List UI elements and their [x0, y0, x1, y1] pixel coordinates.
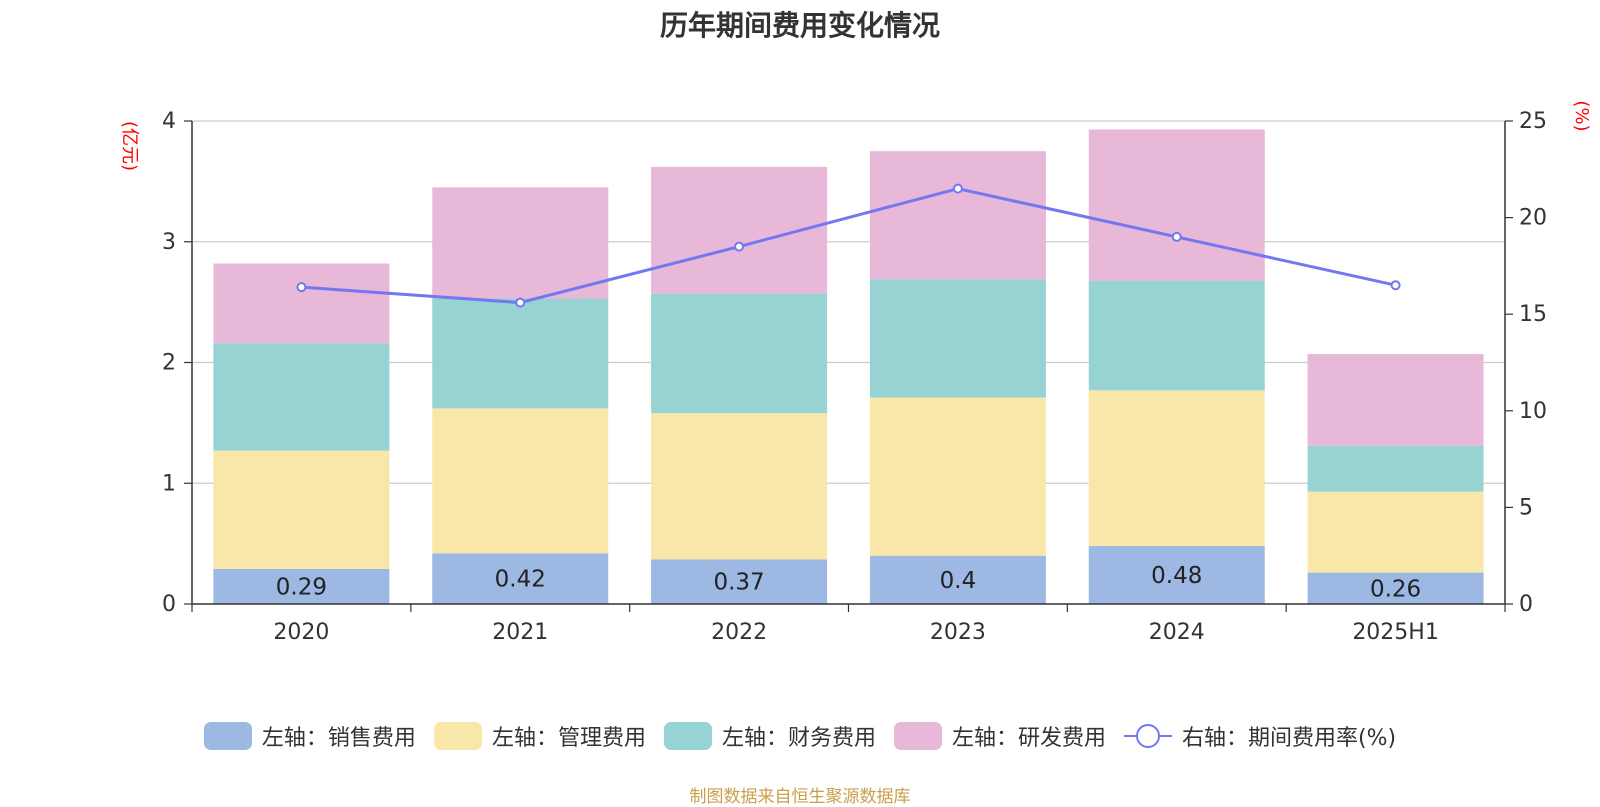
rate-line-point	[1171, 231, 1182, 242]
legend-color-swatch	[663, 722, 712, 750]
left-axis-tick-label: 3	[162, 230, 176, 255]
bar-admin-2025H1	[1307, 491, 1484, 573]
bar-rd-2024	[1088, 129, 1265, 281]
left-axis-tick-label: 1	[162, 471, 176, 496]
bar-value-label: 0.48	[1151, 563, 1202, 589]
left-axis-tick-label: 0	[162, 592, 176, 617]
legend-item[interactable]: 左轴：研发费用	[893, 720, 1106, 752]
bar-sales-2021	[432, 553, 609, 604]
legend-label: 右轴：期间费用率(%)	[1181, 726, 1397, 751]
bar-admin-2020	[213, 450, 390, 569]
bar-finance-2023	[869, 279, 1046, 398]
bar-sales-2025H1	[1307, 572, 1484, 604]
rate-line-point	[734, 241, 745, 252]
right-axis-tick-label: 10	[1519, 399, 1547, 424]
bar-sales-2023	[869, 555, 1046, 604]
bar-admin-2022	[651, 413, 828, 560]
bar-sales-2024	[1088, 546, 1265, 604]
bar-value-label: 0.4	[940, 568, 977, 594]
right-axis-tick-label: 25	[1519, 109, 1547, 134]
legend-label: 左轴：销售费用	[261, 726, 416, 751]
stacked-bar-line-chart: 0 1 2 3 4 0 5 10 15 20 25 (亿元) (%) 0.29 0.42 0.37 0.4 0.4…	[119, 100, 1592, 645]
right-axis-tick-label: 20	[1519, 206, 1547, 231]
x-axis-tick-label: 2025H1	[1352, 620, 1439, 645]
x-axis-tick-label: 2023	[930, 620, 986, 645]
bar-rd-2020	[213, 263, 390, 344]
bar-value-label: 0.29	[276, 574, 327, 600]
x-axis-tick-label: 2021	[492, 620, 548, 645]
x-axis-tick-label: 2022	[711, 620, 767, 645]
chart-legend: 左轴：销售费用 左轴：管理费用 左轴：财务费用 左轴：研发费用 右轴：期间费用率(%)	[0, 720, 1600, 752]
legend-label: 左轴：管理费用	[491, 726, 646, 751]
rate-line-point	[952, 183, 963, 194]
legend-color-swatch	[203, 722, 252, 750]
x-axis-tick-label: 2024	[1149, 620, 1205, 645]
bar-admin-2021	[432, 408, 609, 554]
bar-finance-2021	[432, 298, 609, 409]
legend-item[interactable]: 右轴：期间费用率(%)	[1123, 720, 1397, 752]
legend-item[interactable]: 左轴：销售费用	[203, 720, 416, 752]
bar-finance-2022	[651, 293, 828, 414]
legend-label: 左轴：研发费用	[951, 726, 1106, 751]
bar-rd-2021	[432, 187, 609, 299]
right-axis-tick-label: 5	[1519, 495, 1533, 520]
rate-line-point	[296, 282, 307, 293]
x-axis-tick-label: 2020	[273, 620, 329, 645]
left-axis-tick-label: 2	[162, 351, 176, 376]
right-axis-tick-label: 0	[1519, 592, 1533, 617]
bar-finance-2020	[213, 343, 390, 451]
rate-line	[301, 187, 1396, 305]
legend-color-swatch	[893, 722, 942, 750]
legend-line-swatch-icon	[1123, 724, 1172, 748]
bar-value-label: 0.26	[1370, 576, 1421, 602]
left-axis-tick-label: 4	[162, 109, 176, 134]
rate-line-point	[1390, 280, 1401, 291]
bar-rd-2023	[869, 151, 1046, 280]
bar-sales-2020	[213, 568, 390, 604]
left-axis-unit-label: (亿元)	[119, 121, 140, 171]
bar-sales-2022	[651, 559, 828, 604]
legend-item[interactable]: 左轴：管理费用	[433, 720, 646, 752]
chart-title: 历年期间费用变化情况	[659, 9, 940, 42]
bar-finance-2025H1	[1307, 445, 1484, 492]
right-axis-tick-label: 15	[1519, 302, 1547, 327]
bar-value-label: 0.37	[713, 570, 764, 596]
right-axis-unit-label: (%)	[1571, 100, 1592, 131]
bar-admin-2024	[1088, 390, 1265, 547]
rate-line-point	[515, 297, 526, 308]
data-source-note: 制图数据来自恒生聚源数据库	[689, 787, 911, 807]
bar-value-label: 0.42	[495, 567, 546, 593]
bar-finance-2024	[1088, 280, 1265, 391]
legend-item[interactable]: 左轴：财务费用	[663, 720, 876, 752]
legend-label: 左轴：财务费用	[721, 726, 876, 751]
bar-rd-2025H1	[1307, 354, 1484, 446]
bar-admin-2023	[869, 397, 1046, 556]
legend-color-swatch	[433, 722, 482, 750]
